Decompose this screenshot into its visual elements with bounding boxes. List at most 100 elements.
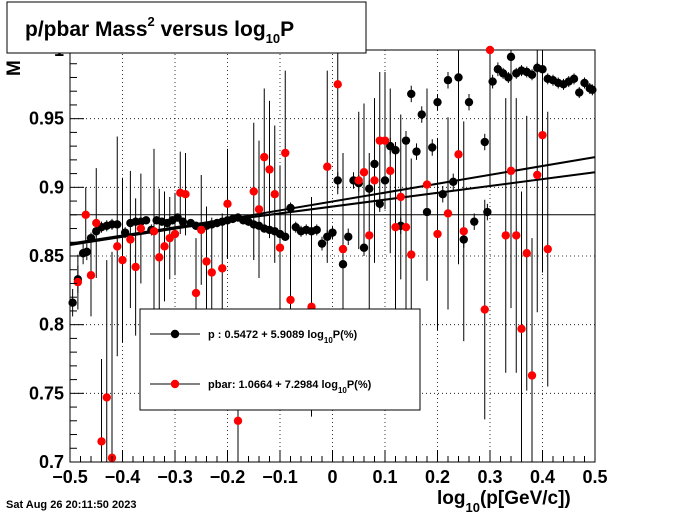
pbar-point <box>538 130 547 140</box>
x-tick-label-2: −0.3 <box>157 467 193 487</box>
y-axis-label: M <box>4 60 25 76</box>
p-point <box>113 220 122 229</box>
pbar-point <box>170 229 180 239</box>
pbar-point <box>333 80 342 89</box>
p-point <box>538 65 547 74</box>
y-tick-label-3: 0.85 <box>29 246 64 266</box>
p-point <box>312 225 321 235</box>
p-point <box>120 228 130 237</box>
pbar-point <box>160 242 169 251</box>
p-point <box>417 110 426 119</box>
title-box: p/pbar Mass2 versus log10P <box>6 1 367 54</box>
pbar-point <box>218 264 227 273</box>
p-point <box>506 52 516 62</box>
pbar-point <box>81 210 90 219</box>
p-point <box>527 70 537 79</box>
p-point <box>449 177 458 187</box>
pbar-point <box>480 305 489 314</box>
data-points <box>68 45 597 463</box>
pbar-point <box>386 166 395 176</box>
p-point <box>428 143 437 152</box>
p-point <box>580 78 589 88</box>
p-point <box>443 76 453 85</box>
p-point <box>344 232 353 241</box>
x-tick-label-3: −0.2 <box>210 467 246 487</box>
pbar-point <box>323 162 332 171</box>
x-tick-label-9: 0.4 <box>530 467 555 487</box>
p-point <box>141 216 151 225</box>
y-tick-label-4: 0.9 <box>39 177 64 197</box>
pbar-point <box>181 190 190 199</box>
pbar-point <box>407 250 416 259</box>
x-tick-label-4: −0.1 <box>262 467 298 487</box>
p-point <box>433 97 442 107</box>
x-axis-label: log10(p[GeV/c]) <box>437 488 571 514</box>
p-point <box>488 77 497 86</box>
x-tick-label-7: 0.2 <box>425 467 450 487</box>
legend-entry-p: p : 0.5472 + 5.9089 log10P(%) <box>208 329 358 345</box>
pbar-point <box>338 244 348 254</box>
pbar-point <box>517 324 526 333</box>
p-point <box>317 239 327 248</box>
p-point <box>569 74 579 84</box>
p-point <box>281 232 290 241</box>
pbar-point <box>126 235 135 244</box>
p-point <box>338 260 348 269</box>
pbar-point <box>380 136 390 145</box>
p-point <box>459 235 468 244</box>
pbar-point <box>92 218 101 228</box>
x-tick-label-8: 0.3 <box>477 467 502 487</box>
p-point <box>286 203 295 213</box>
pbar-point <box>131 262 140 272</box>
p-point <box>464 97 474 107</box>
pbar-point <box>533 170 542 180</box>
pbar-point <box>396 192 405 202</box>
legend-marker-pbar <box>170 379 180 389</box>
x-tick-label-6: 0.1 <box>372 467 397 487</box>
pbar-point <box>401 222 411 232</box>
pbar-point <box>454 150 463 159</box>
p-point <box>328 228 337 237</box>
y-tick-label-5: 0.95 <box>29 109 64 129</box>
pbar-point <box>370 176 379 185</box>
p-point <box>454 73 463 82</box>
y-tick-label-2: 0.8 <box>39 315 64 335</box>
p-point <box>422 207 432 217</box>
p-point <box>333 176 342 185</box>
pbar-point <box>197 225 206 235</box>
pbar-point <box>459 227 468 236</box>
p-point <box>68 298 77 307</box>
p-point <box>375 199 384 209</box>
p-point <box>86 233 96 243</box>
p-point <box>480 137 489 147</box>
pbar-point <box>443 209 453 218</box>
pbar-point <box>422 180 432 189</box>
p-point <box>365 184 374 193</box>
pbar-point <box>260 152 269 162</box>
pbar-point <box>113 242 122 251</box>
p-point <box>412 147 421 156</box>
axis-ticks: −0.5 −0.4 −0.3 −0.2 −0.1 0 0.1 0.2 0.3 0.4 0.5 0.7 0… <box>29 40 608 487</box>
pbar-point <box>275 243 285 252</box>
pbar-point <box>73 277 83 287</box>
pbar-point <box>118 255 127 265</box>
pbar-point <box>281 148 290 158</box>
p-point <box>401 136 411 145</box>
y-tick-label-0: 0.7 <box>39 452 64 472</box>
legend-entry-pbar: pbar: 1.0664 + 7.2984 log10P(%) <box>208 379 372 395</box>
pbar-point <box>286 295 295 305</box>
p-point <box>380 176 390 185</box>
pbar-point <box>254 205 264 214</box>
pbar-point <box>522 249 531 258</box>
p-point <box>588 85 597 95</box>
pbar-point <box>265 165 274 174</box>
pbar-point <box>207 268 216 277</box>
y-tick-label-1: 0.75 <box>29 383 64 403</box>
legend-marker-p <box>170 329 180 339</box>
timestamp: Sat Aug 26 20:11:50 2023 <box>6 499 136 511</box>
pbar-point <box>191 288 201 298</box>
pbar-point <box>136 224 146 233</box>
p-point <box>483 207 492 217</box>
pbar-point <box>97 437 106 446</box>
